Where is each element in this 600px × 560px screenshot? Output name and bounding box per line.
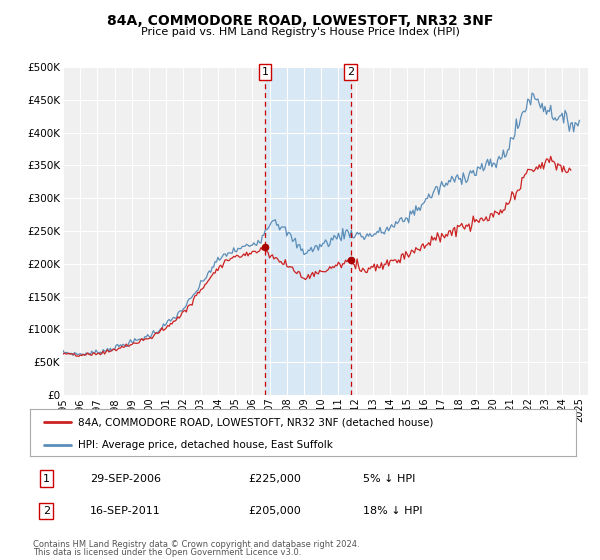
Text: 16-SEP-2011: 16-SEP-2011 <box>90 506 161 516</box>
Text: 29-SEP-2006: 29-SEP-2006 <box>90 474 161 484</box>
Text: 18% ↓ HPI: 18% ↓ HPI <box>363 506 422 516</box>
Text: This data is licensed under the Open Government Licence v3.0.: This data is licensed under the Open Gov… <box>33 548 301 557</box>
Text: 1: 1 <box>262 67 269 77</box>
Text: 2: 2 <box>347 67 354 77</box>
Text: £225,000: £225,000 <box>248 474 301 484</box>
Text: 5% ↓ HPI: 5% ↓ HPI <box>363 474 415 484</box>
Bar <box>265 67 350 395</box>
Text: 1: 1 <box>43 474 50 484</box>
Text: 84A, COMMODORE ROAD, LOWESTOFT, NR32 3NF: 84A, COMMODORE ROAD, LOWESTOFT, NR32 3NF <box>107 14 493 28</box>
Text: HPI: Average price, detached house, East Suffolk: HPI: Average price, detached house, East… <box>78 440 333 450</box>
Text: Contains HM Land Registry data © Crown copyright and database right 2024.: Contains HM Land Registry data © Crown c… <box>33 540 359 549</box>
Text: 2: 2 <box>43 506 50 516</box>
Text: 84A, COMMODORE ROAD, LOWESTOFT, NR32 3NF (detached house): 84A, COMMODORE ROAD, LOWESTOFT, NR32 3NF… <box>78 417 433 427</box>
Text: Price paid vs. HM Land Registry's House Price Index (HPI): Price paid vs. HM Land Registry's House … <box>140 27 460 37</box>
Text: £205,000: £205,000 <box>248 506 301 516</box>
